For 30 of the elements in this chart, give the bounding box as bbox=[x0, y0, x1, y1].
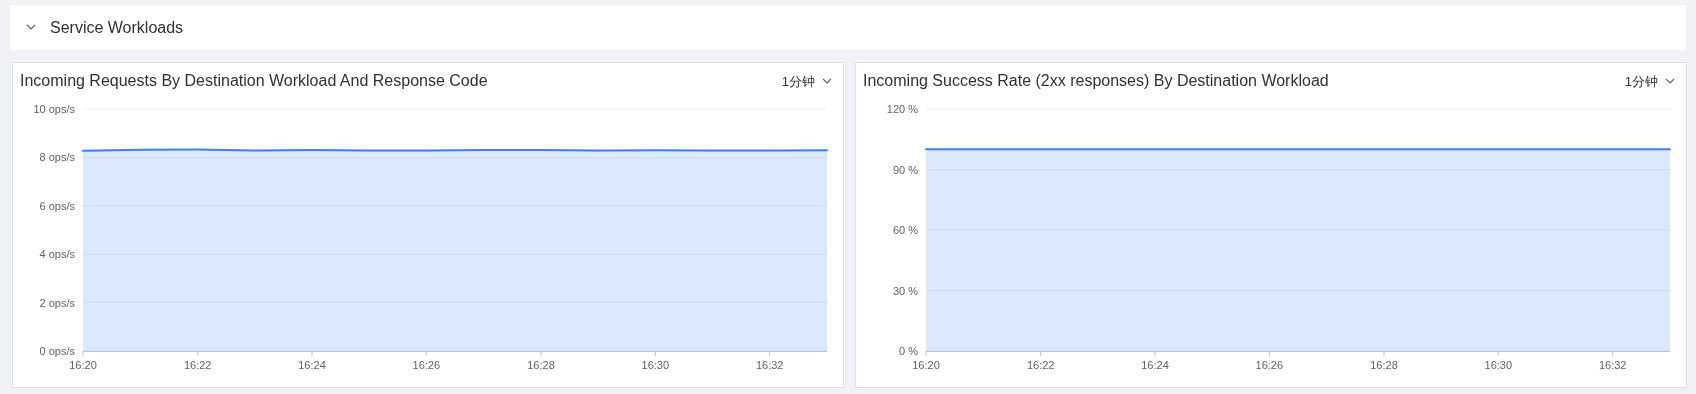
x-tick-label: 16:26 bbox=[1255, 359, 1284, 371]
x-tick-label: 16:28 bbox=[527, 359, 555, 371]
y-tick-label: 8 ops/s bbox=[39, 151, 76, 164]
y-tick-label: 10 ops/s bbox=[33, 103, 76, 115]
x-tick-label: 16:24 bbox=[298, 359, 326, 371]
x-tick-label: 16:24 bbox=[1141, 359, 1169, 371]
chart-title: Incoming Requests By Destination Workload And Response Code bbox=[20, 72, 488, 89]
y-tick-label: 90 % bbox=[892, 163, 919, 176]
x-tick-label: 16:22 bbox=[183, 359, 212, 371]
x-tick-label: 16:20 bbox=[69, 359, 97, 371]
x-tick-label: 16:28 bbox=[1370, 359, 1398, 371]
x-tick-label: 16:26 bbox=[412, 359, 441, 371]
x-tick-label: 16:32 bbox=[755, 359, 784, 371]
y-tick-label: 2 ops/s bbox=[39, 296, 76, 309]
x-tick-label: 16:20 bbox=[912, 359, 940, 371]
y-tick-label: 120 % bbox=[886, 103, 919, 115]
y-tick-label: 30 % bbox=[892, 284, 919, 297]
y-tick-label: 0 ops/s bbox=[39, 345, 76, 357]
x-tick-label: 16:32 bbox=[1598, 359, 1627, 371]
y-tick-label: 6 ops/s bbox=[39, 199, 76, 212]
y-tick-label: 0 % bbox=[899, 345, 919, 357]
y-tick-label: 60 % bbox=[892, 224, 919, 236]
x-tick-label: 16:22 bbox=[1026, 359, 1055, 371]
x-tick-label: 16:30 bbox=[1484, 359, 1513, 371]
chart-title: Incoming Success Rate (2xx responses) By Destination Workload bbox=[863, 72, 1329, 89]
y-tick-label: 4 ops/s bbox=[39, 248, 76, 261]
text: Service Workloads bbox=[50, 19, 184, 36]
x-tick-label: 16:30 bbox=[641, 359, 670, 371]
text: 1分钟 bbox=[781, 74, 815, 89]
text: 1分钟 bbox=[1624, 74, 1658, 89]
